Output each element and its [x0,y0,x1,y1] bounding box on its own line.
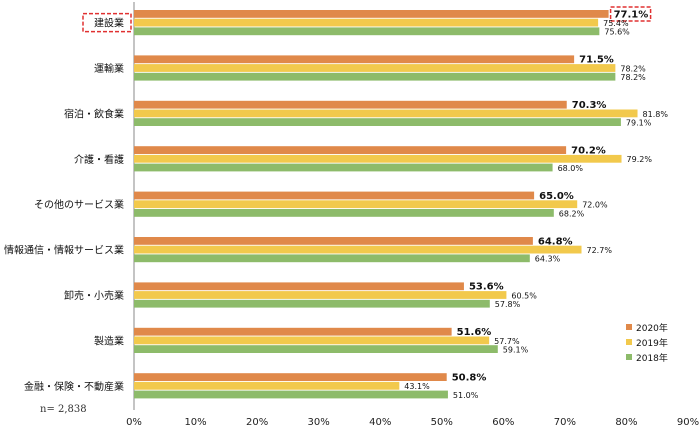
x-tick-label-10: 10% [184,417,206,428]
bar-2019-6 [134,291,507,299]
data-label-2020-6: 53.6% [469,282,504,293]
bar-2018-4 [134,209,554,217]
category-label-8: 金融・保険・不動産業 [24,380,124,393]
x-tick-label-70: 70% [554,417,576,428]
x-tick-label-60: 60% [492,417,514,428]
x-tick-label-0: 0% [126,417,142,428]
legend-swatch-2019 [626,339,632,345]
category-label-2: 宿泊・飲食業 [64,107,124,120]
legend-label-2020: 2020年 [636,322,668,334]
bar-2018-7 [134,345,498,353]
bar-2019-8 [134,381,400,390]
data-label-2018-3: 68.0% [558,164,584,173]
legend-label-2019: 2019年 [636,337,668,349]
data-label-2019-7: 57.7% [494,337,520,346]
data-label-2018-7: 59.1% [503,346,529,355]
data-label-2018-4: 68.2% [559,209,585,218]
data-label-2019-3: 79.2% [627,155,653,164]
data-label-2018-5: 64.3% [535,255,561,264]
bar-2018-0 [134,27,600,36]
bar-2020-3 [134,146,567,154]
x-tick-label-50: 50% [431,417,453,428]
data-label-2018-1: 78.2% [620,73,646,82]
category-label-0: 建設業 [94,17,124,30]
data-label-2019-4: 72.0% [582,201,608,210]
highlight-box-category [82,12,132,33]
bar-2018-8 [134,390,448,399]
x-tick-label-30: 30% [308,417,330,428]
bar-2019-0 [134,18,599,27]
data-label-2020-7: 51.6% [457,327,492,338]
sample-size-note: n= 2,838 [40,404,87,415]
data-label-2019-2: 81.8% [643,110,669,119]
legend-swatch-2018 [626,354,632,360]
bar-2018-6 [134,299,490,308]
bar-2020-5 [134,237,533,245]
data-label-2019-8: 43.1% [404,382,430,391]
highlight-box-value [609,6,652,22]
bar-2020-2 [134,100,567,109]
data-label-2018-8: 51.0% [453,391,479,400]
bar-2019-4 [134,200,578,209]
data-label-2020-4: 65.0% [539,191,574,202]
x-tick-label-40: 40% [369,417,391,428]
category-label-1: 運輸業 [94,62,124,75]
data-label-2018-0: 75.6% [604,28,630,37]
data-label-2018-2: 79.1% [626,119,652,128]
data-label-2019-6: 60.5% [511,291,537,300]
data-label-2019-1: 78.2% [620,64,646,73]
data-label-2018-6: 57.8% [495,300,521,309]
x-tick-label-80: 80% [615,417,637,428]
data-label-2020-8: 50.8% [452,373,487,384]
bar-2019-5 [134,245,582,254]
bar-2018-2 [134,118,621,126]
x-tick-label-20: 20% [246,417,268,428]
data-label-2020-2: 70.3% [572,100,607,111]
data-label-2019-5: 72.7% [587,246,613,255]
legend-label-2018: 2018年 [636,352,668,364]
bar-2020-6 [134,282,464,291]
bar-2019-7 [134,336,490,345]
bar-2020-8 [134,373,447,381]
category-label-3: 介護・看護 [74,153,124,166]
bar-2019-3 [134,154,622,163]
bar-2020-1 [134,55,575,64]
bar-2020-4 [134,191,535,200]
bar-2020-0 [134,10,609,18]
bar-2019-2 [134,109,638,118]
bar-2019-1 [134,64,616,72]
category-label-4: その他のサービス業 [34,198,124,211]
category-label-7: 製造業 [94,334,124,347]
legend-swatch-2020 [626,324,632,330]
data-label-2020-1: 71.5% [579,55,614,66]
bar-2020-7 [134,327,452,336]
category-label-5: 情報通信・情報サービス業 [4,244,124,257]
data-label-2020-0: 77.1% [614,9,649,20]
data-label-2020-5: 64.8% [538,236,573,247]
bar-2018-1 [134,72,616,81]
category-label-6: 卸売・小売業 [64,289,124,302]
data-label-2019-0: 75.4% [603,19,629,28]
bar-2018-3 [134,163,553,172]
bar-2018-5 [134,254,530,263]
x-tick-label-90: 90% [677,417,699,428]
data-label-2020-3: 70.2% [571,146,606,157]
